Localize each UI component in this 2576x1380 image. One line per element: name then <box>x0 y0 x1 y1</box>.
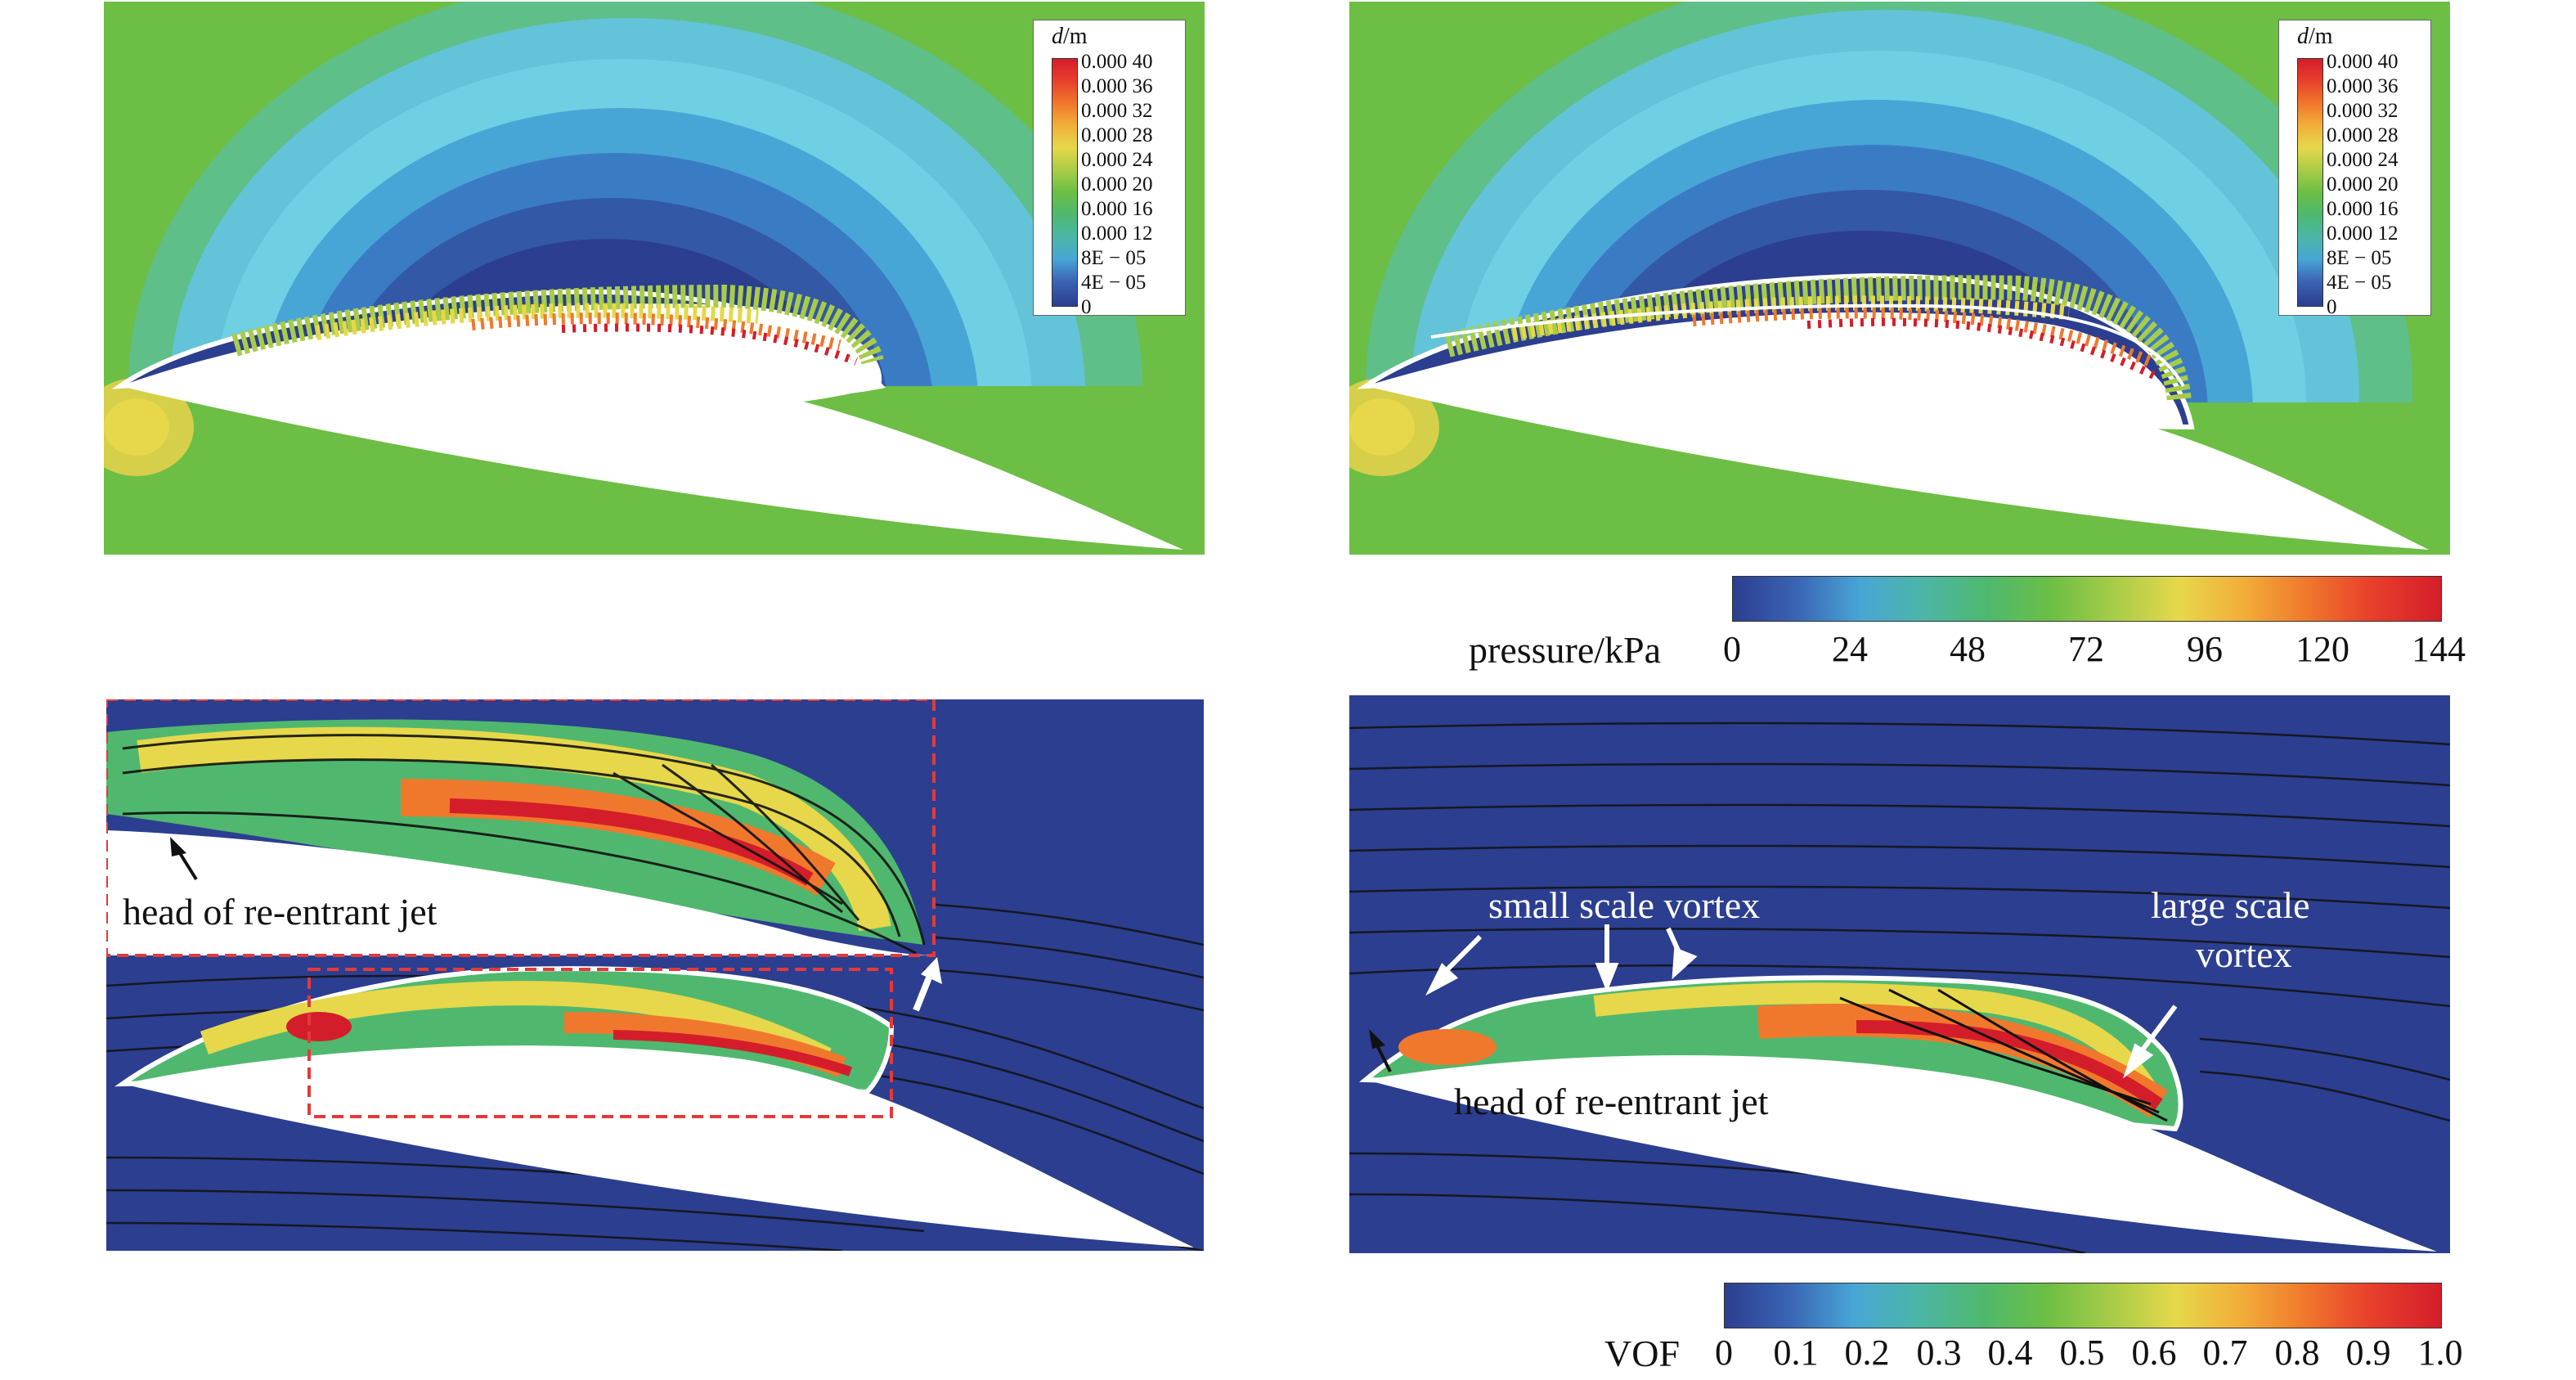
legend-label: 0.000 36 <box>2327 75 2399 97</box>
vof-tick: 0.8 <box>2274 1333 2320 1373</box>
vof-tick: 0.9 <box>2345 1333 2391 1373</box>
head-of-jet-label-inset: head of re-entrant jet <box>123 891 438 933</box>
pressure-field-top-right <box>1349 2 2450 555</box>
panel-top-right: d/m 0.000 40 0.000 36 0.000 32 0.000 28 … <box>1349 2 2450 555</box>
legend-label: 0.000 20 <box>2327 173 2399 196</box>
legend-label: 0 <box>1081 296 1092 318</box>
legend-label: 0.000 28 <box>2327 124 2399 146</box>
pressure-tick: 72 <box>2068 629 2104 669</box>
panel-bottom-right: small scale vortex large scale vortex he… <box>1349 695 2450 1253</box>
pressure-bar-title: pressure/kPa <box>1469 629 1662 671</box>
pressure-tick: 96 <box>2187 629 2223 669</box>
legend-label: 0.000 16 <box>1081 198 1153 220</box>
legend-label: 0 <box>2327 296 2337 318</box>
vof-color-bar <box>1724 1283 2442 1328</box>
legend-label: 4E − 05 <box>1081 272 1147 294</box>
vof-tick: 0 <box>1715 1333 1733 1373</box>
legend-label: 0.000 36 <box>1081 75 1153 97</box>
vof-tick: 0.7 <box>2202 1333 2248 1373</box>
bubble-particles <box>231 284 884 366</box>
legend-label: 0.000 40 <box>2327 51 2399 73</box>
legend-label: 0.000 32 <box>2327 100 2399 122</box>
pressure-field-top-left <box>104 2 1205 555</box>
legend-label: 0.000 20 <box>1081 173 1153 196</box>
legend-color-bar <box>2297 58 2323 307</box>
legend-label: 0.000 28 <box>1081 124 1153 146</box>
bubble-size-legend-right: d/m 0.000 40 0.000 36 0.000 32 0.000 28 … <box>2278 20 2431 318</box>
pressure-tick: 0 <box>1723 629 1741 669</box>
legend-title: d/m <box>2297 24 2333 49</box>
legend-color-bar <box>1052 58 1078 307</box>
inset-zoom <box>106 699 936 957</box>
legend-labels: 0.000 40 0.000 36 0.000 32 0.000 28 0.00… <box>1081 50 1171 320</box>
vof-tick: 0.4 <box>1987 1333 2033 1373</box>
legend-label: 0.000 40 <box>1081 51 1153 73</box>
vof-field-bottom-left <box>106 699 1204 1251</box>
large-scale-vortex-label-line2: vortex <box>2196 933 2292 975</box>
panel-bottom-left: head of re-entrant jet <box>106 699 1204 1251</box>
head-of-jet-label-right: head of re-entrant jet <box>1454 1081 1769 1122</box>
panel-top-left: d/m 0.000 40 0.000 36 0.000 32 0.000 28 … <box>104 2 1205 555</box>
legend-label: 0.000 24 <box>2327 149 2399 171</box>
legend-label: 0.000 24 <box>1081 149 1153 171</box>
legend-label: 0.000 16 <box>2327 198 2399 220</box>
vof-tick: 0.6 <box>2131 1333 2177 1373</box>
small-scale-vortex-label: small scale vortex <box>1488 884 1761 926</box>
legend-labels: 0.000 40 0.000 36 0.000 32 0.000 28 0.00… <box>2327 50 2417 320</box>
annotation-arrows <box>1425 924 2178 1079</box>
vof-bar-title: VOF <box>1604 1333 1681 1374</box>
vof-tick: 0.5 <box>2059 1333 2105 1373</box>
legend-label: 8E − 05 <box>1081 247 1147 269</box>
legend-title: d/m <box>1052 24 1088 49</box>
vof-tick: 0.1 <box>1773 1333 1819 1373</box>
legend-label: 4E − 05 <box>2327 272 2392 294</box>
vof-field-bottom-right <box>1349 695 2450 1253</box>
pressure-tick: 24 <box>1832 629 1868 669</box>
pressure-tick: 48 <box>1950 629 1986 669</box>
legend-label: 0.000 12 <box>2327 223 2399 245</box>
vof-tick: 0.3 <box>1916 1333 1962 1373</box>
bubble-size-legend-left: d/m 0.000 40 0.000 36 0.000 32 0.000 28 … <box>1033 20 1186 318</box>
pressure-tick: 144 <box>2412 629 2466 669</box>
vof-tick: 0.2 <box>1844 1333 1890 1373</box>
legend-label: 0.000 12 <box>1081 223 1153 245</box>
large-scale-vortex-label-line1: large scale <box>2151 884 2310 926</box>
legend-label: 0.000 32 <box>1081 100 1153 122</box>
legend-label: 8E − 05 <box>2327 247 2392 269</box>
vof-tick: 1.0 <box>2417 1333 2463 1373</box>
streamlines <box>1349 721 2450 1253</box>
pressure-tick: 120 <box>2296 629 2349 669</box>
pressure-color-bar <box>1732 576 2442 622</box>
bubble-particles <box>1430 275 2192 404</box>
